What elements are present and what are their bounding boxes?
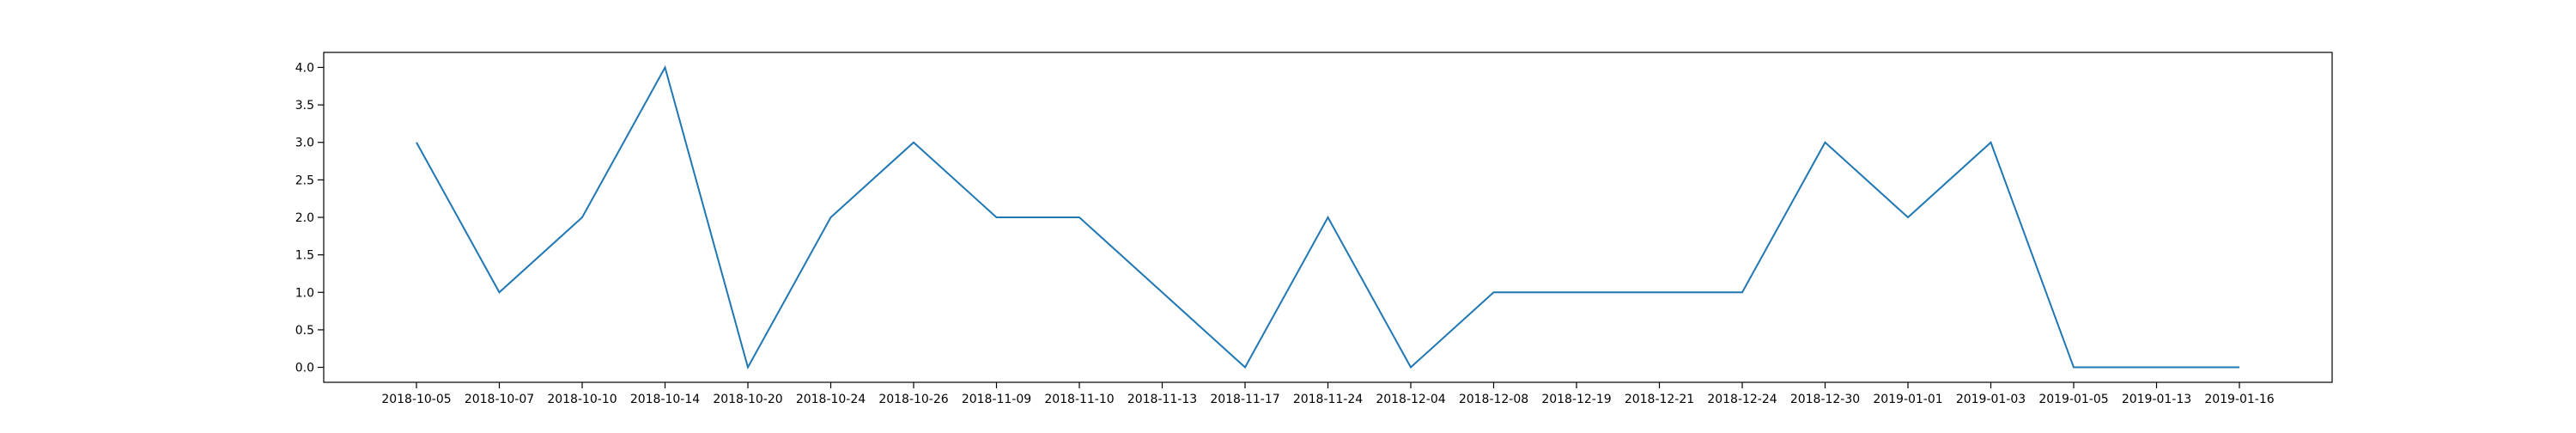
y-tick-label: 3.5 bbox=[295, 99, 314, 113]
y-tick-label: 3.0 bbox=[295, 137, 314, 150]
x-tick-label: 2018-11-13 bbox=[1127, 393, 1197, 406]
x-tick-label: 2018-10-07 bbox=[465, 393, 534, 406]
x-tick-label: 2018-10-10 bbox=[547, 393, 617, 406]
x-tick-label: 2018-12-24 bbox=[1707, 393, 1777, 406]
x-tick-label: 2018-11-10 bbox=[1044, 393, 1114, 406]
plot-frame bbox=[323, 52, 2333, 383]
x-tick-label: 2018-10-24 bbox=[796, 393, 866, 406]
data-point bbox=[664, 66, 666, 69]
x-tick-label: 2019-01-16 bbox=[2204, 393, 2274, 406]
data-point bbox=[747, 366, 750, 369]
y-tick-label: 1.0 bbox=[295, 286, 314, 300]
data-point bbox=[1741, 291, 1744, 294]
data-point bbox=[2155, 366, 2158, 369]
data-point bbox=[416, 141, 418, 143]
y-tick-label: 1.5 bbox=[295, 249, 314, 263]
series-layer bbox=[416, 64, 2241, 370]
data-point bbox=[2073, 366, 2075, 369]
x-tick-label: 2018-10-26 bbox=[878, 393, 948, 406]
data-point bbox=[1990, 141, 1992, 143]
data-point bbox=[829, 216, 832, 219]
y-axis: 0.0 0.5 1.0 1.5 2.0 2.5 3.0 3.5 4.0 bbox=[295, 61, 324, 375]
data-point bbox=[2239, 366, 2241, 369]
x-tick-label: 2018-10-14 bbox=[630, 393, 700, 406]
data-point bbox=[1161, 291, 1163, 294]
x-tick-label: 2019-01-13 bbox=[2122, 393, 2191, 406]
x-tick-label: 2018-10-05 bbox=[381, 393, 451, 406]
series-line bbox=[416, 64, 2239, 370]
data-point bbox=[1244, 366, 1247, 369]
x-tick-label: 2019-01-05 bbox=[2038, 393, 2108, 406]
data-point bbox=[1078, 216, 1081, 219]
x-tick-label: 2018-11-09 bbox=[962, 393, 1031, 406]
data-point bbox=[1576, 291, 1578, 294]
data-point bbox=[913, 141, 915, 143]
x-tick-label: 2018-12-30 bbox=[1790, 393, 1860, 406]
data-point bbox=[1492, 291, 1495, 294]
x-tick-label: 2018-11-17 bbox=[1210, 393, 1279, 406]
x-tick-label: 2018-11-24 bbox=[1293, 393, 1363, 406]
y-tick-label: 4.0 bbox=[295, 61, 314, 75]
x-tick-label: 2018-12-19 bbox=[1541, 393, 1611, 406]
y-tick-label: 2.0 bbox=[295, 211, 314, 225]
data-point bbox=[1410, 366, 1413, 369]
data-point bbox=[1658, 291, 1661, 294]
x-tick-label: 2019-01-01 bbox=[1873, 393, 1942, 406]
y-tick-label: 0.0 bbox=[295, 362, 314, 375]
data-point bbox=[498, 291, 501, 294]
x-tick-label: 2018-10-20 bbox=[713, 393, 782, 406]
x-tick-label: 2018-12-04 bbox=[1376, 393, 1445, 406]
y-tick-label: 2.5 bbox=[295, 174, 314, 187]
data-point bbox=[1824, 141, 1826, 143]
data-point bbox=[995, 216, 998, 219]
data-point bbox=[581, 216, 584, 219]
x-axis: 2018-10-05 2018-10-07 2018-10-10 2018-10-14… bbox=[381, 382, 2275, 406]
x-tick-label: 2018-12-21 bbox=[1625, 393, 1694, 406]
data-point bbox=[1327, 216, 1329, 219]
y-tick-label: 0.5 bbox=[295, 324, 314, 338]
x-tick-label: 2019-01-03 bbox=[1956, 393, 2026, 406]
x-tick-label: 2018-12-08 bbox=[1459, 393, 1528, 406]
data-point bbox=[1907, 216, 1910, 219]
